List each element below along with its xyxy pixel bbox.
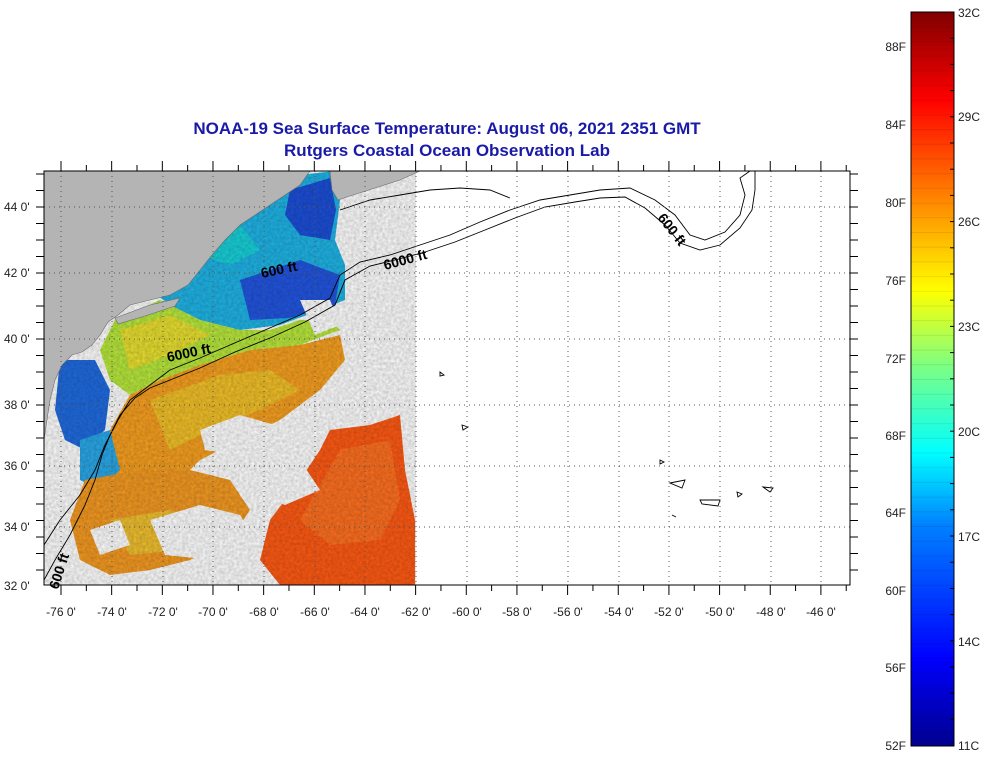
title-line-1: NOAA-19 Sea Surface Temperature: August … (193, 119, 701, 138)
map-frame (43, 170, 851, 586)
colorbar: 88F 84F 80F 76F 72F 68F 64F 60F 56F 52F … (885, 6, 980, 753)
long-island (114, 297, 181, 325)
longitude-labels: -76 0' -74 0' -72 0' -70 0' -68 0' -66 0… (46, 605, 836, 619)
lon-label-72: -72 0' (148, 605, 178, 619)
lat-label-42: 42 0' (4, 266, 30, 280)
cb-f-label-52: 52F (885, 739, 906, 753)
cb-f-label-72: 72F (885, 352, 906, 366)
lat-label-44: 44 0' (4, 200, 30, 214)
cb-f-label-84: 84F (885, 118, 906, 132)
bathymetry-contours (44, 171, 774, 581)
contour-label-600ft-gulf-maine: 600 ft (259, 258, 298, 281)
lon-label-52: -52 0' (654, 605, 684, 619)
lon-label-48: -48 0' (756, 605, 786, 619)
lon-label-58: -58 0' (502, 605, 532, 619)
lon-label-46: -46 0' (806, 605, 836, 619)
lat-label-40: 40 0' (4, 332, 30, 346)
colorbar-bands (911, 11, 954, 747)
lon-label-68: -68 0' (249, 605, 279, 619)
cb-c-label-32: 32C (958, 6, 980, 20)
map-title: NOAA-19 Sea Surface Temperature: August … (44, 118, 850, 162)
latitude-labels: 44 0' 42 0' 40 0' 38 0' 36 0' 34 0' 32 0… (4, 200, 30, 593)
lon-label-74: -74 0' (97, 605, 127, 619)
cb-c-label-29: 29C (958, 110, 980, 124)
lat-label-34: 34 0' (4, 520, 30, 534)
nova-scotia-land (329, 171, 421, 201)
cb-f-label-76: 76F (885, 274, 906, 288)
cb-f-label-68: 68F (885, 429, 906, 443)
cb-c-label-20: 20C (958, 425, 980, 439)
lon-label-62: -62 0' (401, 605, 431, 619)
axis-ticks (36, 161, 858, 595)
cb-c-label-11: 11C (958, 739, 979, 753)
lon-label-76: -76 0' (46, 605, 76, 619)
lon-label-54: -54 0' (604, 605, 634, 619)
lat-label-38: 38 0' (4, 398, 30, 412)
cb-f-label-60: 60F (885, 584, 906, 598)
lon-label-60: -60 0' (452, 605, 482, 619)
cb-f-label-64: 64F (885, 506, 906, 520)
cb-c-label-26: 26C (958, 215, 980, 229)
lon-label-64: -64 0' (350, 605, 380, 619)
cb-f-label-88: 88F (885, 40, 906, 54)
title-line-2: Rutgers Coastal Ocean Observation Lab (284, 141, 610, 160)
lat-label-32: 32 0' (4, 579, 30, 593)
sst-data-field (44, 171, 416, 585)
cb-c-label-14: 14C (958, 635, 980, 649)
cb-f-label-56: 56F (885, 661, 906, 675)
cb-c-label-17: 17C (958, 530, 980, 544)
lon-label-50: -50 0' (705, 605, 735, 619)
lat-lon-grid (44, 171, 850, 585)
lon-label-70: -70 0' (198, 605, 228, 619)
colorbar-gradient (911, 12, 954, 746)
lon-label-56: -56 0' (553, 605, 583, 619)
cb-f-label-80: 80F (885, 196, 906, 210)
colorbar-frame (910, 11, 955, 747)
lat-label-36: 36 0' (4, 459, 30, 473)
land-mass (44, 171, 311, 441)
cb-c-label-23: 23C (958, 320, 980, 334)
lon-label-66: -66 0' (300, 605, 330, 619)
